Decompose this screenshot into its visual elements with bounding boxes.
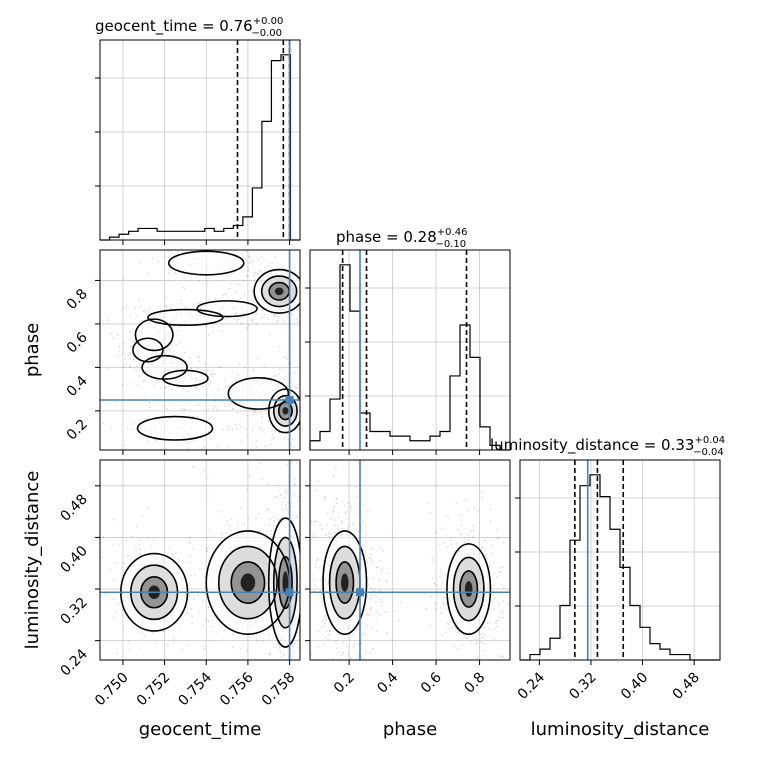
truth-marker <box>285 396 294 404</box>
contour-line <box>272 394 298 427</box>
xlabel-luminosity-distance: luminosity_distance <box>531 719 710 740</box>
y-tick-label: 0.24 <box>57 646 90 679</box>
xlabel-geocent-time: geocent_time <box>139 719 262 740</box>
panel-frame <box>99 249 301 451</box>
contour-line <box>217 545 278 620</box>
contour-group <box>322 530 492 635</box>
scatter-points <box>310 466 509 660</box>
density-fill <box>135 319 173 351</box>
density-fill <box>137 416 213 440</box>
x-tick-label: 0.48 <box>670 670 703 703</box>
title-geocent-time: geocent_time = 0.76+0.00 −0.00 <box>95 16 283 39</box>
histogram-geocent_time <box>100 54 300 241</box>
xlabel-phase: phase <box>383 719 437 740</box>
histogram-luminosity_distance <box>520 474 720 661</box>
title-luminosity-distance: luminosity_distance = 0.33+0.04 −0.04 <box>490 435 725 458</box>
x-tick-label: 0.24 <box>515 669 548 702</box>
contour-line <box>132 337 164 363</box>
title-phase: phase = 0.28+0.46 −0.10 <box>336 227 467 250</box>
truth-marker <box>285 588 294 597</box>
x-tick-label: 0.32 <box>566 670 599 703</box>
contour-line <box>335 561 355 605</box>
contour-line <box>267 388 300 434</box>
x-tick-label: 0.750 <box>92 670 132 710</box>
ylabel-phase: phase <box>22 323 43 377</box>
x-tick-label: 0.756 <box>217 669 257 709</box>
x-tick-label: 0.8 <box>461 670 488 697</box>
x-tick-label: 0.752 <box>134 670 174 710</box>
y-tick-label: 0.4 <box>64 373 91 400</box>
contour-line <box>322 530 368 635</box>
density-core <box>240 573 256 592</box>
contour-line <box>147 308 224 327</box>
contour-line <box>141 354 188 380</box>
scatter-group <box>310 466 509 660</box>
x-tick-label: 0.2 <box>331 670 358 697</box>
contour-line <box>162 369 209 387</box>
contour-line <box>196 300 258 318</box>
y-tick-label: 0.2 <box>64 416 91 443</box>
density-core <box>282 571 289 594</box>
contour-line <box>167 250 245 276</box>
panel-frame <box>99 39 301 241</box>
x-tick-label: 0.4 <box>374 669 401 696</box>
contour-line <box>136 415 214 441</box>
contour-line <box>134 318 174 352</box>
x-tick-label: 0.40 <box>618 670 651 703</box>
contour-line <box>230 561 266 605</box>
panel-frame <box>309 459 511 661</box>
contour-line <box>452 556 485 622</box>
contour-line <box>459 570 479 608</box>
contour-line <box>277 555 293 610</box>
density-core <box>340 573 349 592</box>
contour-line <box>267 517 300 648</box>
density-core <box>274 287 284 296</box>
contour-line <box>272 536 298 629</box>
panel-frame <box>309 249 511 451</box>
y-tick-label: 0.6 <box>64 329 91 356</box>
density-core <box>464 581 473 597</box>
contour-line <box>253 268 300 314</box>
density-core <box>282 407 289 415</box>
contour-line <box>260 275 298 308</box>
x-tick-label: 0.754 <box>175 669 215 709</box>
contour-line <box>277 401 293 421</box>
y-tick-label: 0.8 <box>64 286 91 313</box>
density-fill <box>162 370 208 387</box>
contour-line <box>446 543 492 635</box>
x-tick-label: 0.6 <box>418 669 445 696</box>
panel-frame <box>99 459 301 661</box>
panel-frame <box>519 459 721 661</box>
y-tick-label: 0.32 <box>57 595 90 628</box>
y-tick-label: 0.40 <box>57 543 90 576</box>
truth-marker <box>356 588 364 597</box>
contour-line <box>227 377 290 410</box>
density-fill <box>168 251 244 275</box>
x-tick-label: 0.758 <box>259 670 299 710</box>
y-tick-label: 0.48 <box>57 491 90 524</box>
ylabel-luminosity-distance: luminosity_distance <box>22 471 43 650</box>
histogram-phase <box>309 264 510 451</box>
